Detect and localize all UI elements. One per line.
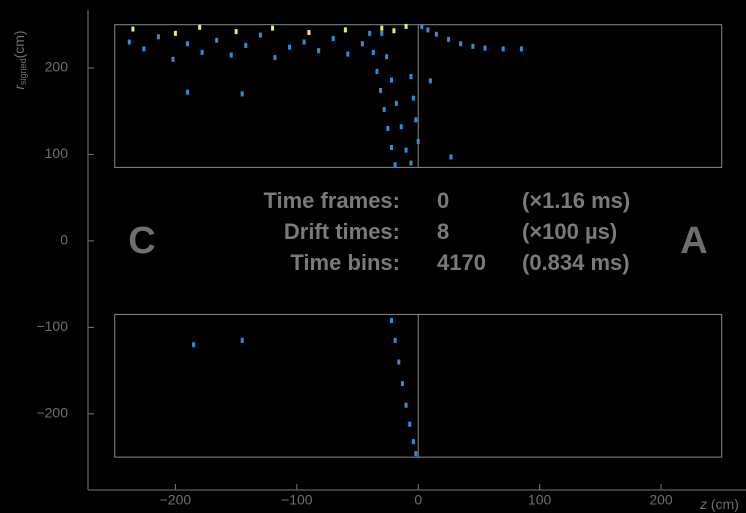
hit bbox=[380, 26, 383, 31]
hit bbox=[426, 27, 429, 32]
annotation-label: Time frames: bbox=[263, 188, 400, 213]
hit bbox=[131, 27, 134, 32]
hit bbox=[142, 46, 145, 51]
hit bbox=[409, 74, 412, 79]
x-axis-unit: (cm) bbox=[711, 496, 739, 512]
hit bbox=[401, 381, 404, 386]
hit bbox=[198, 25, 201, 30]
hit bbox=[412, 96, 415, 101]
x-axis-label: z (cm) bbox=[699, 496, 739, 512]
y-tick-label: −100 bbox=[36, 318, 68, 334]
hit bbox=[171, 57, 174, 62]
hit bbox=[420, 24, 423, 29]
hit bbox=[414, 117, 417, 122]
hit bbox=[390, 318, 393, 323]
y-tick-label: 0 bbox=[60, 232, 68, 248]
hit bbox=[375, 69, 378, 74]
side-label: C bbox=[128, 220, 155, 262]
x-tick-label: 100 bbox=[528, 492, 552, 508]
hit bbox=[405, 403, 408, 408]
hit bbox=[409, 161, 412, 166]
hit bbox=[317, 48, 320, 53]
y-tick-label: −200 bbox=[36, 405, 68, 421]
annotation-unit: (×1.16 ms) bbox=[522, 188, 630, 213]
annotation-label: Time bins: bbox=[290, 250, 400, 275]
x-tick-label: 0 bbox=[414, 492, 422, 508]
hit bbox=[397, 360, 400, 365]
hit bbox=[394, 162, 397, 167]
hit bbox=[235, 29, 238, 34]
hit bbox=[405, 148, 408, 153]
hit bbox=[332, 36, 335, 41]
annotation-value: 8 bbox=[437, 219, 449, 244]
hit bbox=[380, 31, 383, 36]
hit bbox=[259, 33, 262, 38]
y-axis-label: rsigned(cm) bbox=[11, 30, 29, 89]
hit bbox=[386, 126, 389, 131]
hit bbox=[449, 155, 452, 160]
annotation-unit: (0.834 ms) bbox=[522, 250, 630, 275]
hit bbox=[483, 46, 486, 51]
chart: C A z (cm) rsigned(cm) −200 −100 0 100 200 −2… bbox=[0, 0, 746, 513]
hit bbox=[394, 338, 397, 343]
annotation-value: 4170 bbox=[437, 250, 486, 275]
hit bbox=[412, 439, 415, 444]
hit bbox=[192, 342, 195, 347]
hit bbox=[502, 46, 505, 51]
hit bbox=[186, 90, 189, 95]
hit bbox=[361, 41, 364, 46]
hit bbox=[288, 45, 291, 50]
side-label: A bbox=[680, 220, 707, 262]
annotation-unit: (×100 µs) bbox=[522, 219, 617, 244]
hit bbox=[241, 338, 244, 343]
hit bbox=[385, 54, 388, 59]
annotation-value: 0 bbox=[437, 188, 449, 213]
hit bbox=[244, 43, 247, 48]
hit bbox=[392, 28, 395, 33]
hit bbox=[379, 88, 382, 93]
hit bbox=[215, 38, 218, 43]
hit bbox=[346, 52, 349, 57]
hit bbox=[128, 40, 131, 45]
y-axis-unit: (cm) bbox=[11, 30, 27, 58]
hit bbox=[471, 44, 474, 49]
hit bbox=[400, 124, 403, 129]
hit bbox=[520, 46, 523, 51]
y-tick-label: 100 bbox=[45, 145, 69, 161]
x-axis-symbol: z bbox=[699, 496, 707, 512]
hit bbox=[408, 422, 411, 427]
x-tick-label: −100 bbox=[281, 492, 313, 508]
y-axis-subscript: signed bbox=[18, 58, 28, 85]
hit bbox=[174, 31, 177, 36]
y-tick-label: 200 bbox=[45, 59, 69, 75]
hit bbox=[390, 78, 393, 83]
hit bbox=[459, 41, 462, 46]
hit bbox=[435, 32, 438, 37]
hit bbox=[186, 41, 189, 46]
hit bbox=[383, 107, 386, 112]
hit bbox=[390, 145, 393, 150]
hit bbox=[241, 91, 244, 96]
hit bbox=[447, 37, 450, 42]
x-tick-label: 200 bbox=[649, 492, 673, 508]
hit bbox=[303, 40, 306, 45]
hit bbox=[273, 55, 276, 60]
hit bbox=[230, 52, 233, 57]
hit bbox=[372, 50, 375, 55]
hit bbox=[344, 27, 347, 32]
hit bbox=[368, 31, 371, 36]
hit bbox=[395, 101, 398, 106]
hit bbox=[157, 34, 160, 39]
annotation-label: Drift times: bbox=[284, 219, 400, 244]
hit bbox=[429, 78, 432, 83]
x-tick-label: −200 bbox=[160, 492, 192, 508]
hit bbox=[307, 30, 310, 35]
hit bbox=[405, 24, 408, 29]
hit bbox=[417, 139, 420, 144]
hit bbox=[271, 26, 274, 31]
hit bbox=[414, 451, 417, 456]
hit bbox=[201, 50, 204, 55]
